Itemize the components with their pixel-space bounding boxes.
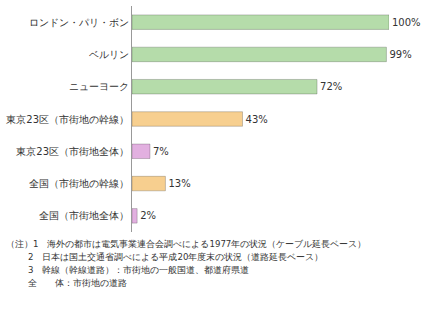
html-text:全 体：市街地の道路: 全 体：市街地の道路 — [28, 278, 127, 288]
svg-text:99%: 99% — [389, 49, 411, 60]
svg-text:2%: 2% — [140, 210, 156, 221]
svg-text:全国（市街地全体）: 全国（市街地全体） — [39, 210, 129, 221]
svg-text:13%: 13% — [168, 178, 190, 189]
svg-text:ベルリン: ベルリン — [89, 49, 129, 60]
html-text:（注）1 海外の都市は電気事業連合会調べによる1977年の状: （注）1 海外の都市は電気事業連合会調べによる1977年の状況（ケーブル延長ベー… — [6, 239, 367, 249]
svg-text:全国（市街地の幹線）: 全国（市街地の幹線） — [29, 178, 129, 189]
svg-text:43%: 43% — [246, 114, 268, 125]
svg-text:ニューヨーク: ニューヨーク — [69, 81, 129, 92]
html-text:3 幹線（幹線道路）：市街地の一般国道、都道府県道: 3 幹線（幹線道路）：市街地の一般国道、都道府県道 — [28, 265, 250, 275]
svg-text:100%: 100% — [392, 17, 421, 28]
html-text:2 日本は国土交通省調べによる平成20年度末の状況（道路延長: 2 日本は国土交通省調べによる平成20年度末の状況（道路延長ベース） — [28, 252, 324, 262]
svg-text:72%: 72% — [320, 81, 342, 92]
svg-text:ロンドン・パリ・ボン: ロンドン・パリ・ボン — [29, 17, 129, 28]
svg-text:東京23区（市街地の幹線）: 東京23区（市街地の幹線） — [6, 114, 129, 125]
svg-text:東京23区（市街地全体）: 東京23区（市街地全体） — [16, 146, 129, 157]
svg-text:7%: 7% — [153, 146, 169, 157]
